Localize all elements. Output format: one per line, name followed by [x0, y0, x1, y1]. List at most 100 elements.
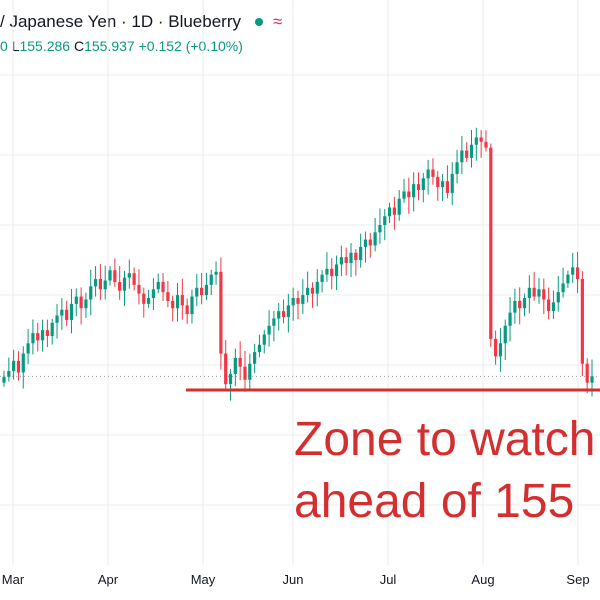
candle-body [175, 295, 180, 309]
candle [65, 300, 69, 327]
candle [368, 232, 372, 258]
candle-body [460, 150, 464, 163]
candle [50, 318, 54, 345]
candle-body [532, 287, 536, 297]
candle-body [204, 284, 209, 296]
candle [354, 249, 358, 276]
candle-body [349, 252, 353, 263]
candle-body [426, 169, 430, 179]
candle-body [180, 295, 184, 306]
candle-body [238, 357, 242, 367]
x-tick-label: Aug [471, 572, 494, 587]
candle [277, 303, 281, 331]
candle [359, 233, 363, 268]
candle-body [416, 184, 421, 190]
candle [334, 255, 339, 291]
candle-body [262, 334, 266, 345]
candle-body [118, 281, 122, 291]
wave-icon[interactable]: ≈ [272, 12, 283, 31]
candle-body [296, 298, 300, 304]
candle [407, 177, 411, 214]
candlestick-series [2, 127, 594, 401]
candle [69, 289, 74, 334]
candle [412, 172, 416, 212]
candle [200, 272, 204, 305]
candle-body [55, 315, 59, 323]
candle [450, 162, 454, 206]
candle [320, 269, 324, 293]
candle-body [277, 311, 281, 319]
candle [7, 357, 11, 382]
candle-body [16, 360, 21, 373]
candle [315, 269, 319, 307]
candle-body [334, 264, 339, 277]
candle [31, 319, 35, 355]
candle-body [484, 141, 488, 148]
candle-body [503, 325, 507, 344]
candle [60, 298, 64, 330]
candle-body [214, 271, 218, 275]
candle-body [69, 303, 74, 320]
symbol-title[interactable]: / Japanese Yen · 1D · Blueberry [0, 12, 241, 31]
candle-body [363, 239, 368, 247]
candle [45, 319, 49, 348]
candle-body [142, 293, 146, 304]
candle [397, 190, 401, 221]
ohlc-change-value: +0.152 [138, 38, 182, 54]
candle-body [21, 353, 25, 373]
candle-body [498, 343, 503, 357]
candle [262, 329, 266, 354]
candle-body [368, 239, 372, 246]
candle [26, 328, 30, 365]
candle-body [455, 162, 459, 174]
candle-body [407, 191, 411, 198]
candle-body [26, 343, 30, 354]
candle [489, 143, 493, 347]
candle [363, 231, 368, 263]
candle [421, 172, 425, 203]
candle-body [50, 322, 54, 336]
x-axis-labels: Mar Apr May Jun Jul Aug Sep [2, 572, 590, 587]
candle [465, 142, 469, 162]
candle-body [344, 257, 348, 263]
candle [402, 178, 406, 203]
candle-body [108, 270, 112, 281]
candle-body [122, 277, 127, 291]
candle [474, 127, 478, 161]
candle [527, 275, 531, 314]
candle [551, 290, 556, 320]
candle [416, 172, 421, 201]
candle [571, 252, 575, 284]
candle [349, 243, 353, 278]
candle-body [489, 147, 493, 339]
candle-body [474, 137, 478, 145]
candle [556, 275, 560, 312]
candle-body [195, 287, 199, 297]
candle [2, 370, 6, 387]
candle-body [527, 287, 531, 299]
candle-body [508, 312, 512, 326]
candle-body [445, 181, 450, 193]
candle-body [339, 257, 343, 265]
candle-body [228, 373, 233, 385]
candle [291, 287, 295, 321]
candle-body [561, 283, 565, 293]
candle-body [98, 279, 102, 290]
candle [484, 130, 488, 152]
candle-body [378, 225, 382, 233]
candle [537, 278, 541, 304]
candle-body [585, 363, 589, 383]
candle-body [330, 268, 334, 277]
candle [257, 334, 262, 358]
candle [156, 273, 160, 294]
candle [272, 310, 276, 342]
candle [118, 266, 122, 300]
x-tick-label: Mar [2, 572, 25, 587]
candle-body [132, 273, 136, 285]
candle [214, 261, 218, 285]
candle-body [575, 267, 580, 280]
candle-body [248, 363, 252, 380]
candle [455, 149, 459, 184]
candle [137, 269, 141, 305]
